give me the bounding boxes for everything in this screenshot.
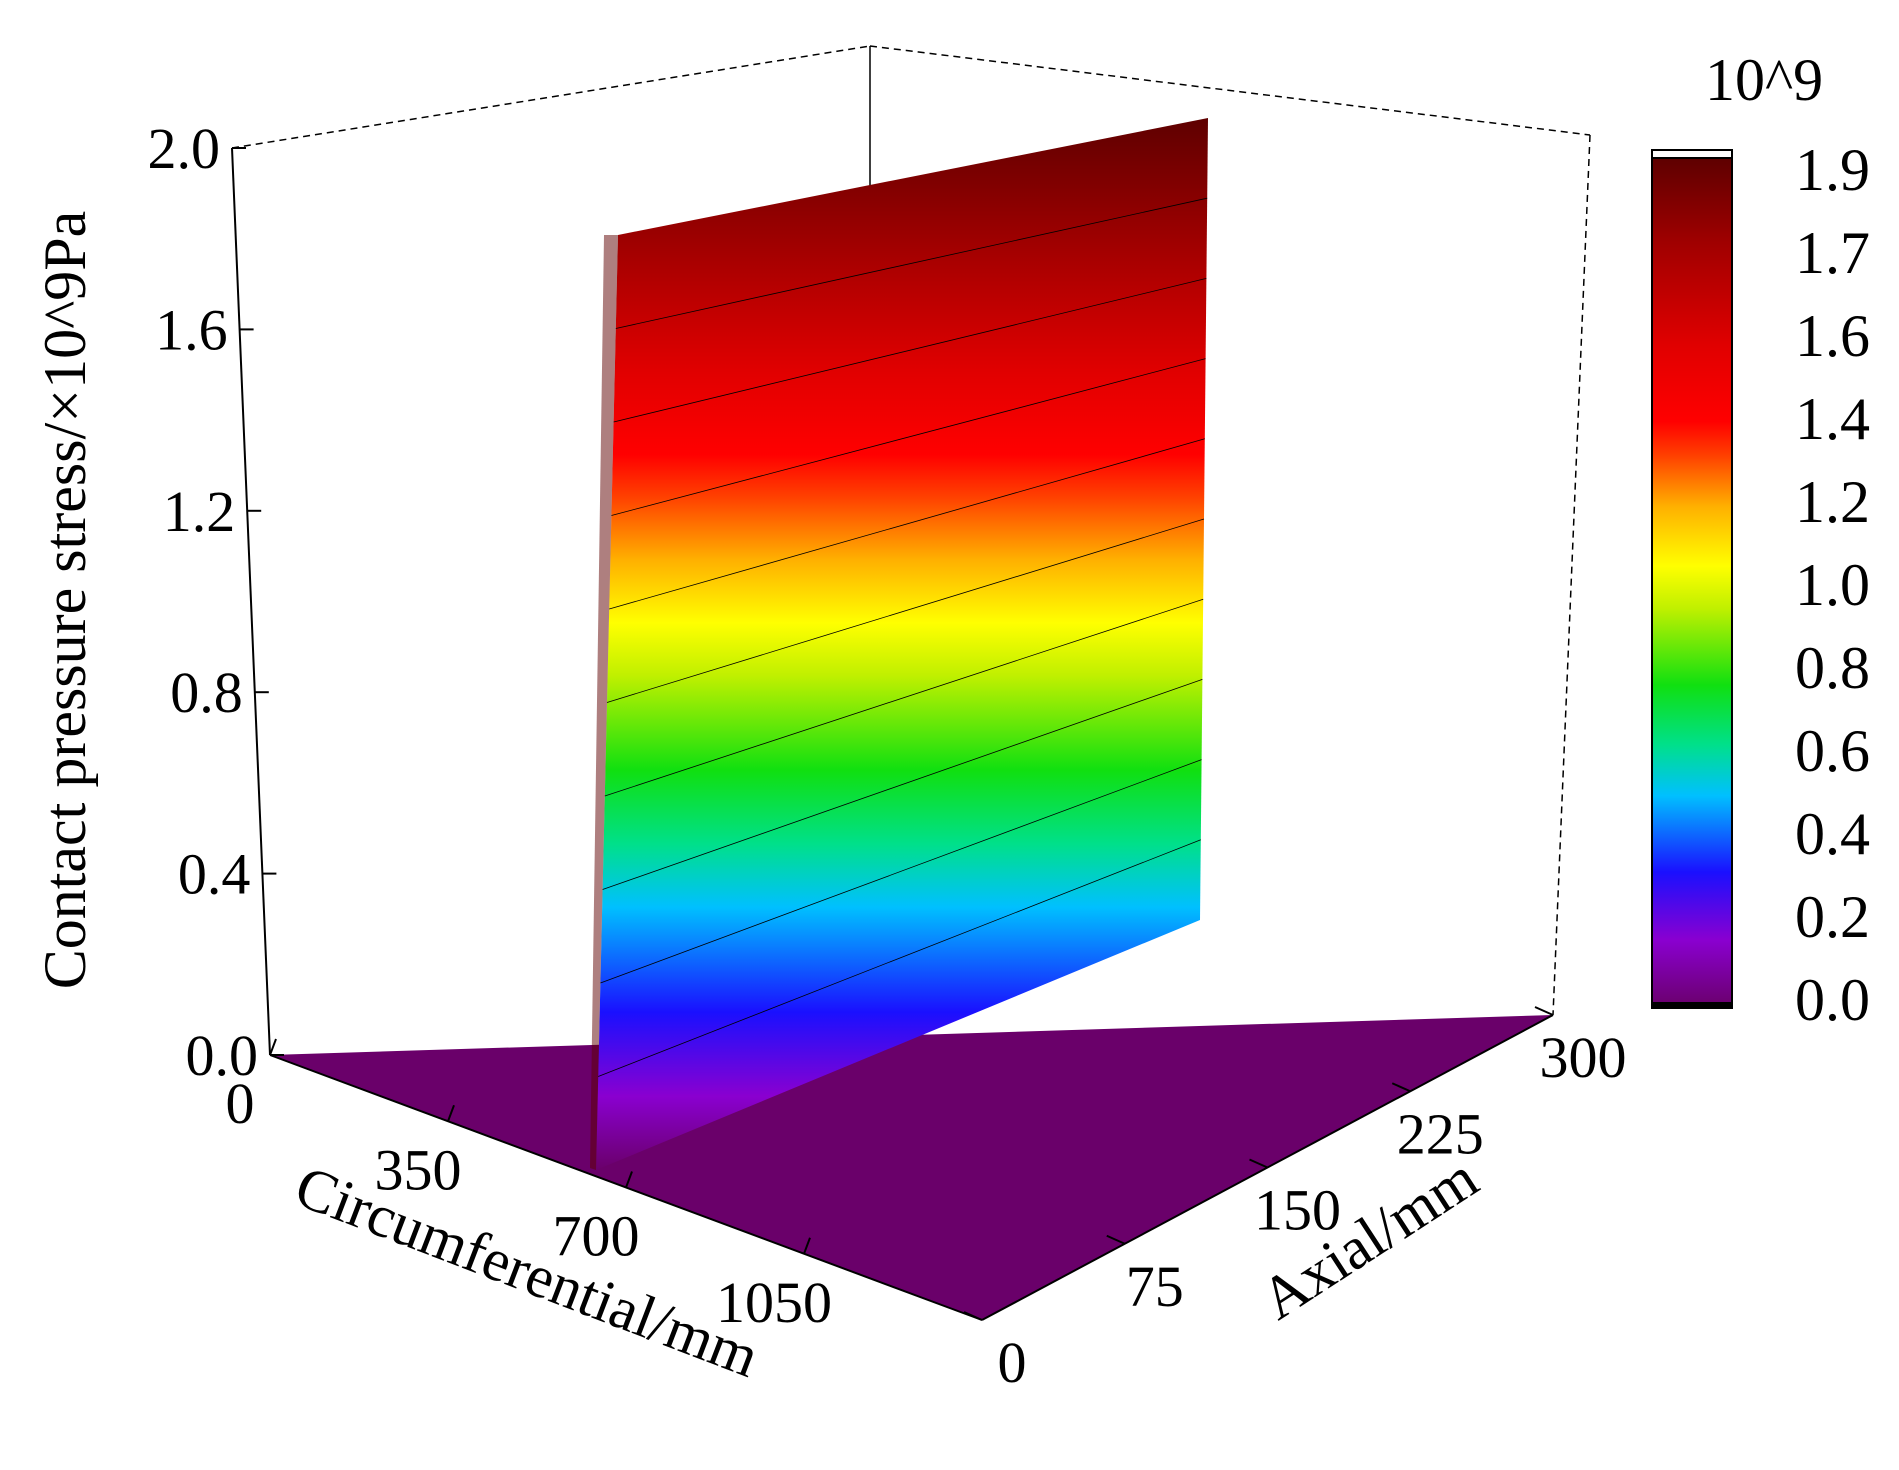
box-back-edges [231, 45, 1591, 1016]
y-tick-mark [1249, 1158, 1268, 1169]
pressure-wall-side [590, 235, 618, 1170]
colorbar-tick-label: 0.0 [1795, 967, 1870, 1033]
contour-line [606, 518, 1205, 703]
z-tick-label: 1.2 [163, 479, 236, 544]
y-tick-mark [1534, 1006, 1554, 1016]
contour-line [598, 839, 1201, 1077]
x-tick-label: 350 [375, 1137, 462, 1202]
x-tick-mark [269, 1038, 277, 1056]
colorbar-tick-label: 1.9 [1795, 137, 1870, 203]
y-tick-mark [1391, 1082, 1411, 1093]
y-tick-label: 75 [1126, 1254, 1184, 1319]
y-tick-mark [963, 1311, 983, 1321]
contour-line [602, 679, 1203, 890]
y-tick-label: 300 [1540, 1025, 1627, 1090]
contour-line [613, 278, 1207, 423]
x-tick-mark [447, 1104, 455, 1122]
colorbar-exponent: 10^9 [1705, 47, 1823, 113]
z-tick-label: 1.6 [155, 297, 228, 362]
y-tick-label: 150 [1254, 1178, 1341, 1243]
colorbar-tick-label: 0.6 [1795, 718, 1870, 784]
pressure-wall [590, 118, 1208, 1170]
colorbar-top-cap [1651, 149, 1733, 159]
z-axis-title: Contact pressure stress/×10^9Pa [32, 211, 98, 990]
box-edge-right-vertical [1552, 134, 1591, 1016]
x-tick-mark [625, 1171, 633, 1188]
colorbar-tick-label: 1.4 [1795, 386, 1870, 452]
contour-line [600, 759, 1202, 984]
colorbar-gradient [1651, 157, 1733, 1009]
z-tick-label: 0.4 [178, 842, 251, 907]
contour-line [609, 438, 1205, 610]
box-edge-top-right [869, 45, 1591, 136]
colorbar-tick-label: 1.7 [1795, 220, 1870, 286]
colorbar-tick-label: 1.6 [1795, 303, 1870, 369]
colorbar-tick-label: 1.0 [1795, 552, 1870, 618]
colorbar: 10^9 1.9 1.7 1.6 1.4 1.2 1.0 0.8 0.6 0.4 0.2 0.0 [1651, 47, 1870, 1033]
colorbar-bottom-cap [1652, 1002, 1732, 1008]
contour-lines [598, 197, 1208, 1077]
contour-line [611, 358, 1206, 516]
y-tick-mark [1106, 1234, 1126, 1245]
z-axis-line [231, 147, 271, 1056]
z-tick-label: 0.0 [186, 1023, 259, 1088]
contour-line [615, 197, 1208, 329]
colorbar-ticks: 1.9 1.7 1.6 1.4 1.2 1.0 0.8 0.6 0.4 0.2 0.0 [1795, 137, 1870, 1033]
axis-ticks: 0.0 0.4 0.8 1.2 1.6 2.0 0 350 700 1050 0 75 150 225 30… [148, 116, 1627, 1395]
x-tick-label: 0 [226, 1071, 255, 1136]
contour-line [604, 598, 1204, 797]
x-tick-label: 1050 [716, 1270, 832, 1335]
surface-floor [270, 1015, 1553, 1320]
x-tick-label: 700 [553, 1204, 640, 1269]
colorbar-tick-label: 0.8 [1795, 635, 1870, 701]
colorbar-tick-label: 0.4 [1795, 801, 1870, 867]
pressure-wall-face [596, 118, 1208, 1170]
y-tick-label: 225 [1397, 1101, 1484, 1166]
x-tick-mark [803, 1237, 811, 1255]
box-edge-top-left [231, 45, 871, 149]
colorbar-tick-label: 0.2 [1795, 884, 1870, 950]
y-tick-label: 0 [998, 1330, 1027, 1395]
colorbar-tick-label: 1.2 [1795, 469, 1870, 535]
z-tick-label: 0.8 [170, 660, 243, 725]
z-tick-label: 2.0 [148, 116, 221, 181]
